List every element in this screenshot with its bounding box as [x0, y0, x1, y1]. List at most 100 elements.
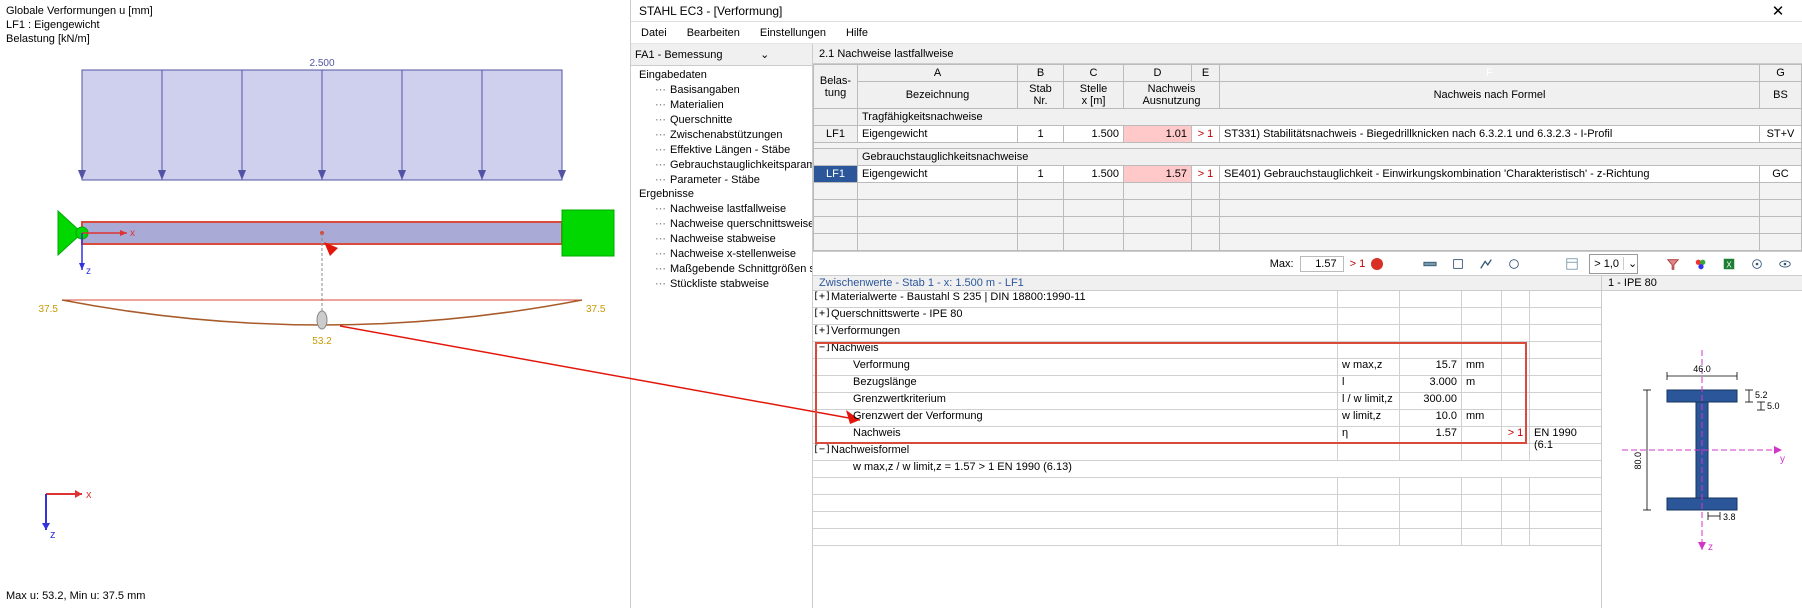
col-E: E	[1192, 65, 1220, 82]
structural-viewport: Globale Verformungen u [mm] LF1 : Eigeng…	[0, 0, 630, 608]
svg-text:53.2: 53.2	[312, 336, 332, 347]
tree-item[interactable]: ⋯Nachweise querschnittsweise	[631, 216, 812, 231]
tree-group[interactable]: Eingabedaten	[631, 68, 812, 82]
col-D: D	[1124, 65, 1192, 82]
colorize-icon[interactable]	[1690, 254, 1712, 274]
header-line: Belastung [kN/m]	[6, 32, 153, 46]
case-selector-label: FA1 - Bemessung nach Eurocod	[635, 49, 722, 61]
tree-item[interactable]: ⋯Zwischenabstützungen	[631, 127, 812, 142]
table-row[interactable]: LF1Eigengewicht11.5001.01> 1ST331) Stabi…	[814, 126, 1802, 143]
locate-icon[interactable]	[1746, 254, 1768, 274]
detail-group[interactable]: [−]Nachweis	[813, 342, 1601, 359]
svg-text:80.0: 80.0	[1633, 452, 1643, 470]
col-formel: Nachweis nach Formel	[1220, 82, 1760, 109]
filter-icon[interactable]	[1662, 254, 1684, 274]
tree-item[interactable]: ⋯Nachweise x-stellenweise	[631, 246, 812, 261]
right-support	[562, 210, 614, 256]
col-stelle: Stelle x [m]	[1064, 82, 1124, 109]
detail-row: Verformungw max,z15.7mm	[813, 359, 1601, 376]
export-excel-icon[interactable]: X	[1718, 254, 1740, 274]
col-A: A	[858, 65, 1018, 82]
window-title: STAHL EC3 - [Verformung]	[639, 4, 782, 18]
svg-text:3.8: 3.8	[1723, 512, 1736, 522]
lower-panels: Zwischenwerte - Stab 1 - x: 1.500 m - LF…	[813, 276, 1802, 608]
tree-item[interactable]: ⋯Effektive Längen - Stäbe	[631, 142, 812, 157]
svg-text:z: z	[50, 529, 56, 541]
close-button[interactable]: ✕	[1758, 2, 1798, 20]
view-graph-icon[interactable]	[1503, 254, 1525, 274]
menu-bearbeiten[interactable]: Bearbeiten	[677, 22, 750, 43]
nav-column: FA1 - Bemessung nach Eurocod ⌄ Eingabeda…	[631, 44, 813, 608]
col-C: C	[1064, 65, 1124, 82]
ratio-filter-combo[interactable]: > 1,0 ⌄	[1589, 254, 1638, 274]
col-G: G	[1760, 65, 1802, 82]
titlebar: STAHL EC3 - [Verformung] ✕	[631, 0, 1802, 22]
tree-item[interactable]: ⋯Materialien	[631, 97, 812, 112]
tree-item[interactable]: ⋯Gebrauchstauglichkeitsparame	[631, 157, 812, 172]
col-stab-nr: Stab Nr.	[1018, 82, 1064, 109]
beam-diagram: 2.500 x z	[62, 60, 622, 540]
filter-sheet-icon[interactable]	[1561, 254, 1583, 274]
svg-text:37.5: 37.5	[39, 304, 59, 315]
view-section-icon[interactable]	[1447, 254, 1469, 274]
svg-text:z: z	[1708, 542, 1713, 553]
detail-rows: [+]Materialwerte - Baustahl S 235 | DIN …	[813, 291, 1601, 608]
max-value: 1.57	[1300, 256, 1344, 272]
svg-text:46.0: 46.0	[1693, 364, 1711, 374]
max-gt: > 1	[1350, 258, 1366, 270]
col-bs: BS	[1760, 82, 1802, 109]
tree-item[interactable]: ⋯Nachweise lastfallweise	[631, 201, 812, 216]
nav-tree: Eingabedaten⋯Basisangaben⋯Materialien⋯Qu…	[631, 66, 812, 608]
col-bezeichnung: Bezeichnung	[858, 82, 1018, 109]
view-beam-icon[interactable]	[1419, 254, 1441, 274]
max-bar: Max: 1.57 > 1 > 1,0 ⌄ X	[813, 252, 1802, 276]
tree-group[interactable]: Ergebnisse	[631, 187, 812, 201]
menubar: Datei Bearbeiten Einstellungen Hilfe	[631, 22, 1802, 44]
detail-row: w max,z / w limit,z = 1.57 > 1 EN 1990 (…	[813, 461, 1601, 478]
detail-row: Nachweisη1.57> 1EN 1990 (6.1	[813, 427, 1601, 444]
breadcrumb: 2.1 Nachweise lastfallweise	[813, 44, 1802, 64]
profile-svg: y z	[1617, 340, 1787, 560]
col-nachweis: Nachweis Ausnutzung	[1124, 82, 1220, 109]
global-axis-gizmo: x z	[36, 484, 96, 544]
max-label: Max:	[1270, 258, 1294, 270]
alert-icon	[1371, 258, 1383, 270]
tree-item[interactable]: ⋯Querschnitte	[631, 112, 812, 127]
chevron-down-icon[interactable]: ⌄	[722, 48, 809, 61]
col-belastung: Belas- tung	[814, 65, 858, 109]
view-ratio-icon[interactable]	[1475, 254, 1497, 274]
tree-item[interactable]: ⋯Basisangaben	[631, 82, 812, 97]
detail-group[interactable]: [−]Nachweisformel	[813, 444, 1601, 461]
profile-canvas: y z	[1602, 291, 1802, 608]
tree-item[interactable]: ⋯Parameter - Stäbe	[631, 172, 812, 187]
detail-group[interactable]: [+]Materialwerte - Baustahl S 235 | DIN …	[813, 291, 1601, 308]
tree-item[interactable]: ⋯Nachweise stabweise	[631, 231, 812, 246]
chevron-down-icon[interactable]: ⌄	[1623, 257, 1637, 270]
menu-einstellungen[interactable]: Einstellungen	[750, 22, 836, 43]
ratio-filter-value: > 1,0	[1590, 258, 1623, 270]
viewport-header-labels: Globale Verformungen u [mm] LF1 : Eigeng…	[6, 4, 153, 46]
svg-text:y: y	[1780, 454, 1785, 465]
detail-panel: Zwischenwerte - Stab 1 - x: 1.500 m - LF…	[813, 276, 1602, 608]
app-window: STAHL EC3 - [Verformung] ✕ Datei Bearbei…	[630, 0, 1802, 608]
tree-item[interactable]: ⋯Maßgebende Schnittgrößen sta	[631, 261, 812, 276]
detail-group[interactable]: [+]Verformungen	[813, 325, 1601, 342]
svg-text:5.2: 5.2	[1755, 390, 1768, 400]
menu-hilfe[interactable]: Hilfe	[836, 22, 878, 43]
eye-icon[interactable]	[1774, 254, 1796, 274]
case-selector[interactable]: FA1 - Bemessung nach Eurocod ⌄	[631, 44, 812, 66]
detail-header: Zwischenwerte - Stab 1 - x: 1.500 m - LF…	[813, 276, 1601, 291]
svg-text:x: x	[130, 228, 135, 239]
tree-item[interactable]: ⋯Stückliste stabweise	[631, 276, 812, 291]
col-F: F	[1220, 65, 1760, 82]
profile-header: 1 - IPE 80	[1602, 276, 1802, 291]
menu-datei[interactable]: Datei	[631, 22, 677, 43]
main-column: 2.1 Nachweise lastfallweise Belas- tung …	[813, 44, 1802, 608]
results-table: Belas- tung A B C D E F G Bezeichnung St…	[813, 64, 1802, 251]
header-line: LF1 : Eigengewicht	[6, 18, 153, 32]
table-row[interactable]: LF1Eigengewicht11.5001.57> 1SE401) Gebra…	[814, 166, 1802, 183]
detail-group[interactable]: [+]Querschnittswerte - IPE 80	[813, 308, 1601, 325]
svg-text:5.0: 5.0	[1767, 401, 1780, 411]
viewport-footer: Max u: 53.2, Min u: 37.5 mm	[6, 590, 145, 602]
results-table-wrap: Belas- tung A B C D E F G Bezeichnung St…	[813, 64, 1802, 252]
